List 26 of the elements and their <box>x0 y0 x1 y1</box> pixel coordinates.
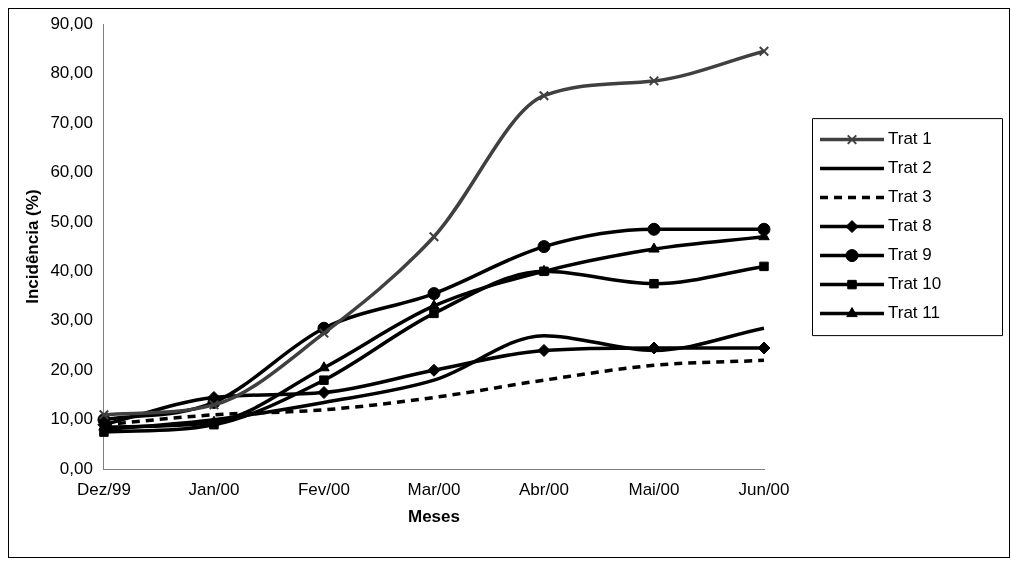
y-axis-title: Incidência (%) <box>22 189 42 304</box>
y-tick-label: 90,00 <box>50 13 93 33</box>
legend-label: Trat 11 <box>888 303 940 323</box>
x-axis-title: Meses <box>407 507 460 527</box>
legend-label: Trat 1 <box>888 129 932 149</box>
x-tick-label: Jun/00 <box>738 480 790 500</box>
x-tick-label: Dez/99 <box>77 480 131 500</box>
y-tick-label: 80,00 <box>50 63 93 83</box>
y-tick-label: 40,00 <box>50 261 93 281</box>
y-tick-label: 10,00 <box>50 409 93 429</box>
y-tick-label: 70,00 <box>50 112 93 132</box>
y-tick-label: 30,00 <box>50 310 93 330</box>
x-tick-label: Mar/00 <box>407 480 461 500</box>
y-tick-label: 20,00 <box>50 359 93 379</box>
y-tick-label: 0,00 <box>59 458 93 478</box>
legend-label: Trat 10 <box>888 274 942 294</box>
x-tick-label: Mai/00 <box>628 480 680 500</box>
x-tick-label: Fev/00 <box>297 480 350 500</box>
x-tick-label: Abr/00 <box>518 480 570 500</box>
legend-label: Trat 3 <box>888 187 932 207</box>
x-tick-label: Jan/00 <box>188 480 240 500</box>
y-tick-label: 50,00 <box>50 211 93 231</box>
legend-label: Trat 8 <box>888 216 932 236</box>
y-tick-label: 60,00 <box>50 162 93 182</box>
legend-label: Trat 2 <box>888 158 932 178</box>
legend-label: Trat 9 <box>888 245 932 265</box>
